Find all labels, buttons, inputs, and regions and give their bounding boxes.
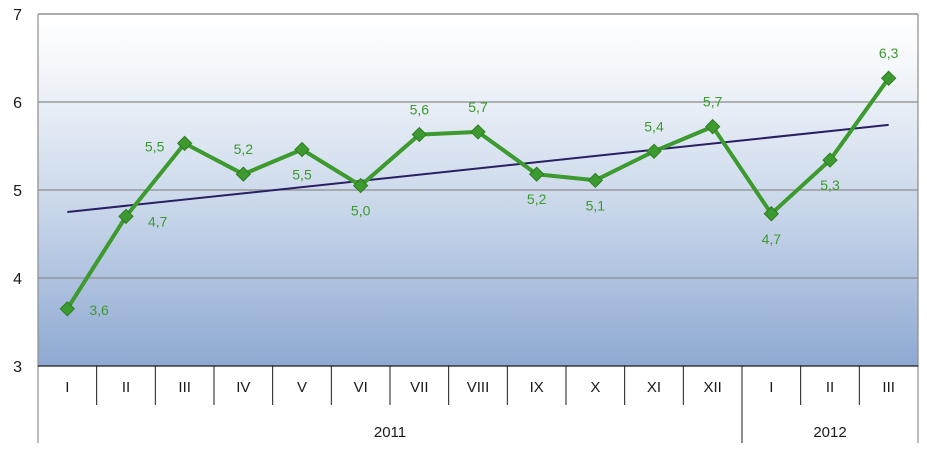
data-labels: 3,6 4,7 5,5 5,2 5,5 5,0 5,6 5,7 5,2 5,1 5,4 5,7 4,7 5… (89, 45, 898, 318)
data-point (822, 152, 838, 168)
x-tick-label: IV (236, 379, 250, 396)
data-label: 4,7 (762, 231, 782, 247)
y-tick-label: 4 (13, 271, 22, 288)
data-point (352, 177, 369, 194)
data-point (235, 166, 252, 182)
data-label: 4,7 (148, 213, 168, 229)
x-tick-label: XI (647, 379, 661, 396)
data-label: 5,7 (703, 94, 723, 110)
data-label: 5,4 (644, 118, 664, 134)
x-tick-label: I (769, 379, 773, 396)
y-tick-label: 6 (13, 95, 22, 112)
data-label: 5,5 (292, 167, 312, 183)
data-label: 5,2 (234, 141, 254, 157)
x-tick-label: I (65, 379, 69, 396)
x-tick-label: VI (354, 379, 368, 396)
series-group (59, 70, 897, 317)
data-label: 5,5 (145, 138, 165, 154)
year-label-2011: 2011 (374, 424, 406, 441)
x-tick-label: V (297, 379, 307, 396)
x-tick-label: II (122, 379, 130, 396)
data-point (528, 166, 545, 182)
y-tick-label: 3 (13, 359, 22, 376)
data-label: 5,7 (468, 99, 488, 115)
data-point (411, 126, 428, 143)
data-point (294, 141, 310, 158)
x-tick-label: IX (530, 379, 544, 396)
trendline (67, 123, 889, 213)
data-point (763, 206, 780, 222)
x-tick-label: II (826, 379, 834, 396)
x-tick-label: III (882, 379, 895, 396)
data-label: 5,3 (820, 177, 840, 193)
data-point (59, 301, 76, 317)
data-point (704, 118, 721, 135)
data-label: 3,6 (89, 302, 109, 318)
data-label: 5,6 (410, 102, 430, 118)
year-label-2012: 2012 (813, 424, 846, 441)
data-label: 5,2 (527, 191, 547, 207)
data-point (118, 208, 134, 225)
y-tick-label: 7 (13, 7, 22, 24)
x-tick-label: VIII (467, 379, 490, 396)
x-tick-label: III (178, 379, 191, 396)
data-point (587, 172, 604, 189)
y-tick-label: 5 (13, 183, 22, 200)
data-label: 5,0 (351, 203, 371, 219)
x-tick-label: VII (410, 379, 428, 396)
axes: 3 4 5 6 7 (13, 7, 919, 443)
data-point (470, 124, 486, 140)
data-point (176, 135, 193, 152)
data-point (880, 70, 897, 86)
trendline-group (67, 123, 889, 213)
x-tick-label: X (590, 379, 600, 396)
data-label: 5,1 (586, 197, 606, 213)
data-point (646, 143, 662, 159)
x-tick-label: XII (703, 379, 721, 396)
data-label: 6,3 (879, 45, 899, 61)
